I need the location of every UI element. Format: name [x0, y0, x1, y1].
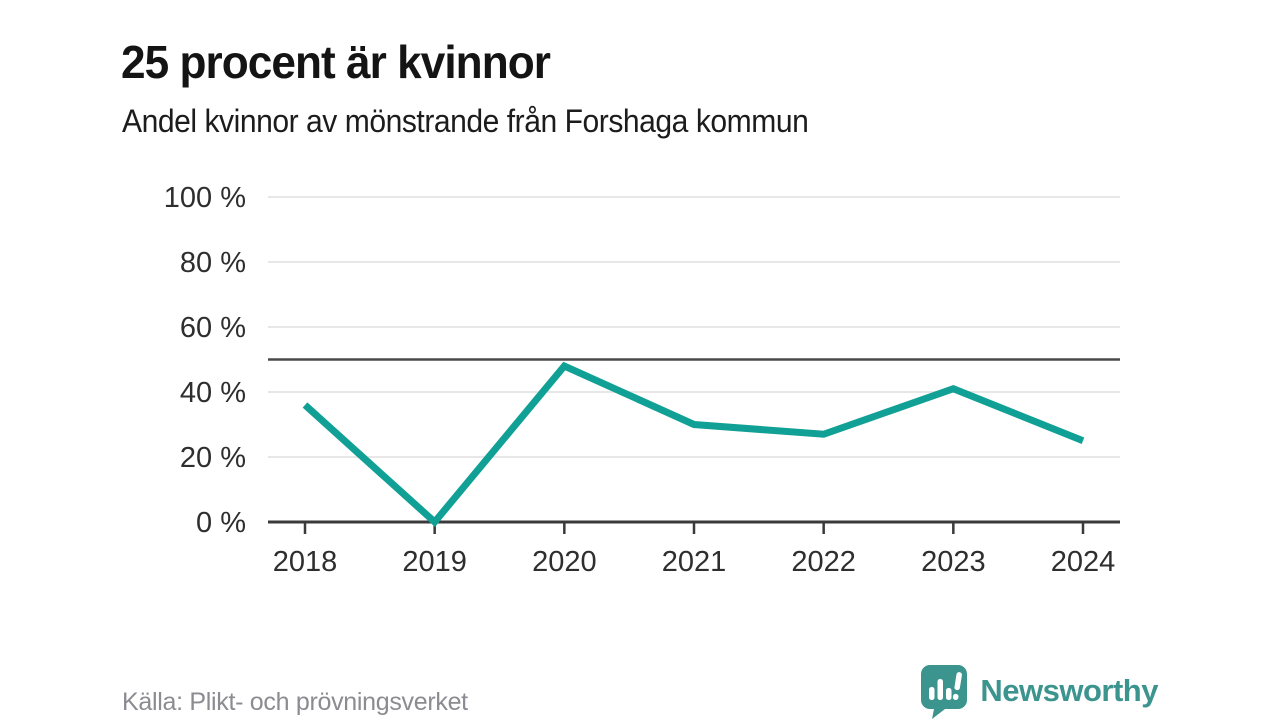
speech-bubble-shape	[921, 665, 968, 719]
chart-subtitle: Andel kvinnor av mönstrande från Forshag…	[122, 103, 809, 139]
newsworthy-logo: Newsworthy	[918, 663, 1158, 719]
y-tick-label: 60 %	[180, 312, 246, 344]
y-tick-label: 100 %	[164, 182, 246, 214]
x-tick-label: 2024	[1051, 546, 1116, 578]
x-tick-label: 2021	[662, 546, 727, 578]
brand-wordmark: Newsworthy	[980, 673, 1158, 708]
x-tick-label: 2020	[532, 546, 597, 578]
y-tick-label: 80 %	[180, 247, 246, 279]
x-tick-label: 2018	[273, 546, 338, 578]
y-tick-label: 40 %	[180, 377, 246, 409]
y-tick-label: 20 %	[180, 442, 246, 474]
y-tick-label: 0 %	[196, 507, 246, 539]
logo-bar-3	[946, 688, 952, 700]
line-chart-svg: 2018 2019 2020 2021 2022 2023 2024 0 % 20 % 40 % 6…	[164, 182, 1120, 578]
logo-bar-2	[937, 679, 944, 700]
chart-title: 25 procent är kvinnor	[121, 35, 551, 88]
data-line	[302, 361, 1085, 528]
plot-area: 2018 2019 2020 2021 2022 2023 2024 0 % 20 % 40 % 6…	[0, 160, 1280, 600]
x-tick-label: 2023	[921, 546, 986, 578]
x-tick-label: 2022	[791, 546, 856, 578]
logo-exclamation	[953, 672, 963, 700]
source-note: Källa: Plikt- och prövningsverket	[122, 688, 468, 716]
bar-chart-speech-bubble-icon	[921, 665, 968, 719]
x-tick-label: 2019	[402, 546, 467, 578]
logo-bar-1	[929, 687, 935, 700]
